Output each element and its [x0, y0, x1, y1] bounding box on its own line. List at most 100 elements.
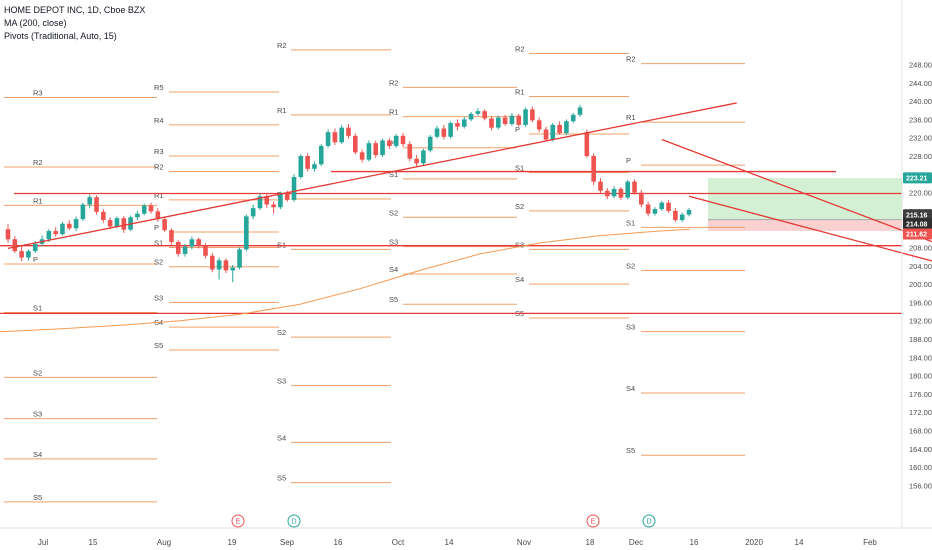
candle[interactable]: [271, 201, 276, 214]
candle[interactable]: [679, 212, 685, 222]
candle[interactable]: [298, 154, 304, 179]
candle[interactable]: [325, 129, 331, 148]
candle[interactable]: [5, 223, 11, 243]
candle[interactable]: [107, 217, 113, 230]
candle[interactable]: [216, 257, 222, 280]
candle[interactable]: [291, 174, 297, 202]
candle[interactable]: [135, 210, 140, 221]
candle[interactable]: [421, 148, 426, 166]
candle[interactable]: [441, 124, 447, 140]
candle[interactable]: [530, 106, 535, 123]
candle[interactable]: [366, 140, 372, 162]
candle[interactable]: [659, 200, 665, 211]
candle[interactable]: [496, 115, 501, 130]
candlesticks[interactable]: [5, 104, 692, 283]
candle[interactable]: [509, 112, 515, 126]
candle[interactable]: [80, 202, 86, 221]
candle[interactable]: [448, 121, 453, 139]
price-axis[interactable]: 248.00244.00240.00236.00232.00228.00224.…: [909, 61, 932, 491]
candle[interactable]: [516, 113, 522, 127]
candle[interactable]: [502, 114, 508, 126]
symbol-title[interactable]: HOME DEPOT INC, 1D, Cboe BZX: [4, 5, 146, 15]
candle[interactable]: [645, 201, 651, 217]
candle[interactable]: [19, 245, 24, 262]
candle[interactable]: [339, 124, 344, 145]
candle[interactable]: [87, 194, 93, 209]
candle[interactable]: [332, 128, 338, 146]
candle[interactable]: [611, 186, 617, 199]
candle[interactable]: [353, 133, 358, 155]
candle[interactable]: [536, 117, 542, 133]
pivots-indicator-label[interactable]: Pivots (Traditional, Auto, 15): [4, 31, 117, 41]
candle[interactable]: [60, 221, 65, 236]
candle[interactable]: [196, 237, 201, 249]
candle[interactable]: [577, 104, 583, 117]
candle[interactable]: [523, 107, 528, 127]
candle[interactable]: [250, 204, 256, 220]
candle[interactable]: [482, 109, 487, 121]
dividend-marker[interactable]: D: [642, 514, 656, 528]
candle[interactable]: [387, 138, 392, 149]
candle[interactable]: [230, 264, 236, 283]
candle[interactable]: [169, 228, 174, 245]
candle[interactable]: [427, 134, 433, 153]
dividend-marker[interactable]: D: [287, 514, 301, 528]
candle[interactable]: [584, 129, 590, 158]
candle[interactable]: [12, 236, 18, 253]
earnings-marker[interactable]: E: [231, 514, 245, 528]
candle[interactable]: [598, 177, 603, 194]
candle[interactable]: [686, 208, 692, 217]
candle[interactable]: [73, 216, 79, 232]
trend-line[interactable]: [688, 195, 932, 290]
candle[interactable]: [121, 215, 127, 233]
candle[interactable]: [618, 187, 624, 200]
candle[interactable]: [148, 202, 154, 214]
candle[interactable]: [604, 188, 610, 200]
candle[interactable]: [94, 195, 99, 215]
candle[interactable]: [373, 140, 379, 158]
time-axis[interactable]: Jul 15 Aug 19 Sep 16 Oct 14 Nov 18 Dec 16 2020 14 Feb: [38, 538, 878, 547]
ma-indicator-label[interactable]: MA (200, close): [4, 18, 67, 28]
candle[interactable]: [666, 199, 671, 213]
trend-line[interactable]: [661, 138, 932, 279]
candle[interactable]: [434, 125, 440, 139]
candle[interactable]: [223, 258, 229, 274]
candle[interactable]: [66, 220, 72, 231]
candle[interactable]: [237, 247, 242, 270]
candle[interactable]: [312, 161, 317, 172]
candle[interactable]: [380, 138, 385, 157]
candle[interactable]: [346, 123, 351, 139]
candle[interactable]: [673, 208, 678, 222]
candle[interactable]: [652, 207, 658, 216]
candle[interactable]: [155, 208, 161, 222]
candle[interactable]: [162, 216, 167, 232]
candle[interactable]: [407, 141, 413, 162]
target-zone[interactable]: [708, 177, 902, 220]
candle[interactable]: [318, 144, 324, 167]
candle[interactable]: [550, 123, 556, 142]
candle[interactable]: [557, 121, 562, 135]
candle[interactable]: [570, 112, 576, 124]
candle[interactable]: [489, 116, 494, 131]
candle[interactable]: [455, 119, 460, 131]
candle[interactable]: [400, 133, 406, 147]
candle[interactable]: [101, 209, 106, 223]
candle[interactable]: [203, 243, 208, 259]
candle[interactable]: [393, 134, 399, 148]
candle[interactable]: [639, 189, 644, 208]
candle[interactable]: [632, 179, 637, 195]
candle[interactable]: [244, 214, 249, 252]
candle[interactable]: [625, 179, 631, 200]
candle[interactable]: [414, 155, 419, 167]
candle[interactable]: [141, 203, 147, 216]
candle[interactable]: [257, 193, 263, 210]
candle[interactable]: [461, 116, 467, 129]
trend-lines[interactable]: [7, 102, 932, 291]
candle[interactable]: [468, 112, 474, 122]
candle[interactable]: [182, 243, 188, 257]
candle[interactable]: [53, 227, 58, 237]
stop-zone[interactable]: [708, 219, 902, 231]
candle[interactable]: [175, 240, 181, 257]
